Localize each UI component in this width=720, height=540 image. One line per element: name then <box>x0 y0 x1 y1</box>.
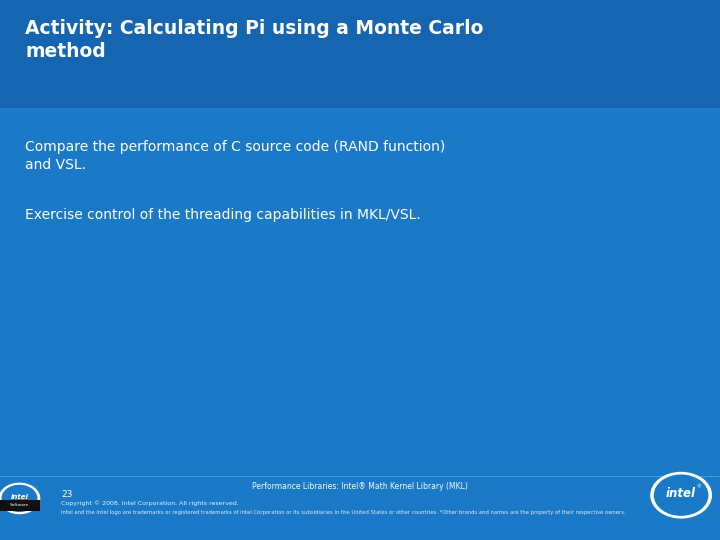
Text: Software: Software <box>10 503 29 508</box>
Text: intel: intel <box>11 494 28 500</box>
Circle shape <box>654 475 708 515</box>
Text: 23: 23 <box>61 490 73 499</box>
Text: Intel and the Intel logo are trademarks or registered trademarks of Intel Corpor: Intel and the Intel logo are trademarks … <box>61 510 626 515</box>
Text: intel: intel <box>666 487 696 500</box>
FancyBboxPatch shape <box>0 500 40 511</box>
Text: Copyright © 2008, Intel Corporation. All rights reserved.: Copyright © 2008, Intel Corporation. All… <box>61 500 239 505</box>
Circle shape <box>651 472 711 518</box>
FancyBboxPatch shape <box>0 0 720 108</box>
Text: Performance Libraries: Intel® Math Kernel Library (MKL): Performance Libraries: Intel® Math Kerne… <box>252 482 468 491</box>
Text: ®: ® <box>697 484 701 490</box>
Text: Compare the performance of C source code (RAND function)
and VSL.: Compare the performance of C source code… <box>25 140 446 172</box>
Circle shape <box>0 483 40 514</box>
Text: Exercise control of the threading capabilities in MKL/VSL.: Exercise control of the threading capabi… <box>25 208 421 222</box>
Text: Activity: Calculating Pi using a Monte Carlo
method: Activity: Calculating Pi using a Monte C… <box>25 19 484 62</box>
Circle shape <box>2 485 37 511</box>
